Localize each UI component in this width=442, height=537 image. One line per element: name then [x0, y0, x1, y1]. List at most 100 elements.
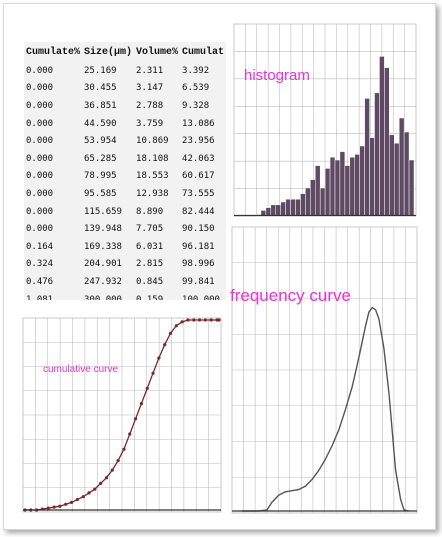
table-cell: 2.788: [136, 100, 164, 111]
table-cell: 12.938: [136, 188, 169, 199]
table-row: 0.164 169.338 6.031 96.181: [24, 238, 226, 256]
cumulative-point: [133, 417, 138, 421]
table-cell: 0.000: [26, 153, 54, 164]
table-cell: 8.890: [136, 206, 164, 217]
table-cell: 0.000: [26, 100, 54, 111]
cumulative-point: [186, 318, 190, 322]
table-row: 0.000 139.948 7.705 90.150: [24, 220, 226, 238]
histogram-bar: [354, 154, 360, 217]
histogram-bar: [344, 165, 351, 217]
histogram-title: histogram: [244, 67, 310, 84]
histogram-bar: [310, 179, 316, 217]
histogram-bar: [359, 145, 365, 217]
cumulative-point: [110, 468, 114, 472]
table-cell: 96.181: [182, 241, 215, 252]
table-cell: 0.324: [26, 259, 54, 270]
histogram-bar: [374, 92, 380, 217]
table-cell: 1.081: [26, 294, 54, 300]
table-cell: 0.845: [136, 276, 164, 287]
cumulative-point: [203, 318, 208, 322]
table-cell: 0.000: [26, 65, 54, 76]
table-cell: 6.031: [136, 241, 164, 252]
histogram-bar: [265, 207, 272, 217]
histogram-bar: [305, 187, 311, 217]
frequency-title: frequency curve: [230, 286, 351, 305]
table-cell: 0.159: [136, 294, 164, 300]
cumulative-point: [64, 502, 68, 506]
table-cell: 53.954: [84, 136, 117, 147]
table-row: 0.000 95.585 12.938 73.555: [24, 185, 226, 203]
table-cell: 36.851: [84, 100, 117, 111]
table-row: 0.000 30.455 3.147 6.539: [24, 80, 226, 98]
cumulative-point: [157, 356, 161, 360]
histogram-bar: [275, 204, 281, 217]
cumulative-point: [145, 386, 149, 390]
cumulative-point: [139, 402, 143, 406]
table-cell: 3.759: [136, 118, 164, 129]
histogram-bar: [394, 142, 400, 217]
histogram-bar: [364, 98, 370, 217]
table-cell: 25.169: [84, 65, 117, 76]
table-cell: 18.553: [136, 171, 169, 182]
table-cell: 98.996: [182, 259, 215, 270]
table-cell: 42.063: [182, 153, 215, 164]
table-row: 1.081 300.000 0.159 100.000: [24, 291, 226, 300]
table-cell: 100.000: [182, 294, 220, 300]
cumulative-point: [128, 432, 132, 436]
histogram-bar: [398, 117, 405, 217]
cumulative-point: [116, 459, 120, 463]
table-cell: 0.476: [26, 276, 54, 287]
table-cell: 99.841: [182, 276, 215, 287]
cumulative-point: [104, 476, 109, 480]
histogram-bar: [285, 198, 291, 217]
table-cell: 247.932: [84, 276, 122, 287]
table-cell: 9.328: [182, 100, 210, 111]
table-cell: 2.815: [136, 259, 164, 270]
cumulative-point: [168, 331, 173, 335]
histogram-bar: [339, 151, 346, 217]
cumulative-point: [46, 506, 50, 510]
table-cell: 78.995: [84, 171, 117, 182]
cumulative-point: [69, 500, 74, 504]
table-cell: 0.000: [26, 136, 54, 147]
table-row: 0.000 115.659 8.890 82.444: [24, 203, 226, 221]
histogram-bar: [369, 137, 375, 217]
histogram-bar: [329, 156, 336, 217]
table-cell: 90.150: [182, 224, 215, 235]
table-cell: 65.285: [84, 153, 117, 164]
histogram-panel: histogram: [232, 22, 418, 218]
cumulative-point: [122, 447, 126, 451]
histogram-bar: [295, 198, 301, 217]
table-cell: 44.590: [84, 118, 117, 129]
table-cell: 0.000: [26, 171, 54, 182]
table-cell: 3.392: [182, 65, 210, 76]
frequency-curve-panel: frequency curve: [230, 225, 419, 515]
table-cell: 10.869: [136, 136, 169, 147]
frequency-series-line: [242, 306, 410, 512]
cumulative-curve-chart: cumulative curve: [22, 317, 222, 513]
cumulative-point: [99, 481, 103, 485]
table-cell: 2.311: [136, 65, 164, 76]
cumulative-point: [192, 318, 196, 322]
table-header-row: Cumulate% Size(μm) Volume% Cumulat: [24, 42, 226, 62]
table-cell: 0.000: [26, 83, 54, 94]
table-cell: 7.705: [136, 224, 164, 235]
header-size: Size(μm): [84, 46, 133, 58]
cumulative-point: [75, 497, 79, 502]
table-cell: 95.585: [84, 188, 117, 199]
histogram-bar: [315, 165, 321, 217]
table-row: 0.000 36.851 2.788 9.328: [24, 97, 226, 115]
table-cell: 3.147: [136, 83, 164, 94]
histogram-bar: [384, 67, 390, 217]
table-cell: 204.901: [84, 259, 122, 270]
table-cell: 6.539: [182, 83, 210, 94]
histogram-bar: [270, 204, 276, 217]
table-cell: 115.659: [84, 206, 122, 217]
cumulative-point: [151, 371, 155, 375]
table-cell: 0.164: [26, 241, 54, 252]
cumulative-point: [93, 487, 97, 491]
table-cell: 0.000: [26, 224, 54, 235]
cumulative-point: [174, 324, 178, 328]
table-cell: 82.444: [182, 206, 215, 217]
table-cell: 30.455: [84, 83, 117, 94]
